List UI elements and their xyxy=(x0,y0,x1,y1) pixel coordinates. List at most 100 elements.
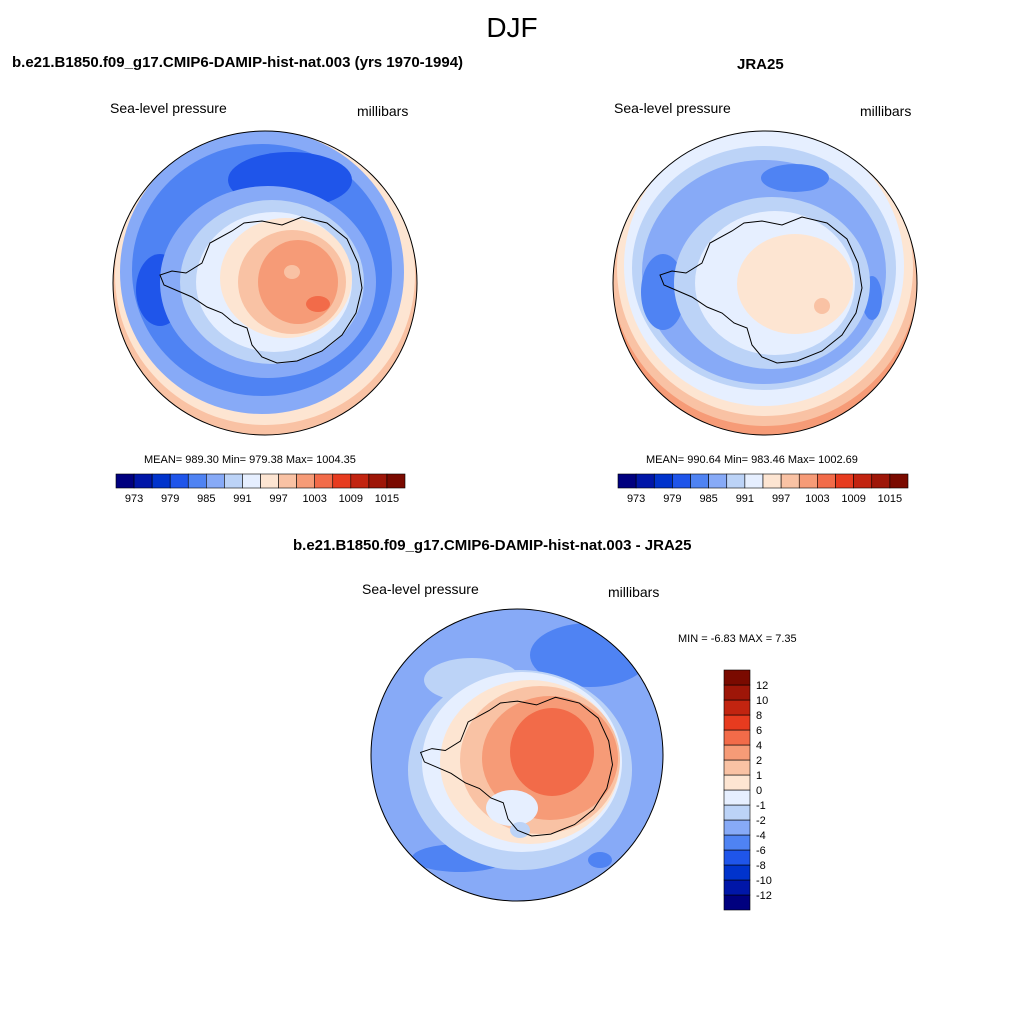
panel-2-colorbar-label: 1003 xyxy=(805,493,829,505)
panel-2-colorbar-box xyxy=(617,473,637,489)
panel-3-colorbar-label: -10 xyxy=(756,875,772,887)
panel-1-stats: MEAN= 989.30 Min= 979.38 Max= 1004.35 xyxy=(144,454,356,466)
figure-title: DJF xyxy=(486,12,538,43)
panel-3-colorbar-label: 4 xyxy=(756,740,762,752)
panel-2-colorbar-box xyxy=(798,473,818,489)
panel-1-colorbar-box xyxy=(350,473,370,489)
panel-3-colorbar-box xyxy=(723,894,751,911)
panel-2-colorbar-label: 1009 xyxy=(841,493,865,505)
panel-2-colorbar-box xyxy=(853,473,873,489)
panel-2-colorbar-label: 979 xyxy=(663,493,681,505)
panel-3-colorbar-label: -2 xyxy=(756,815,766,827)
panel-2-map-border xyxy=(612,130,918,436)
panel-2-units-label: millibars xyxy=(860,103,912,119)
panel-1-colorbar-label: 1009 xyxy=(339,493,363,505)
panel-2-colorbar-box xyxy=(672,473,691,489)
panel-3-colorbar-box xyxy=(723,774,751,791)
panel-3-title: b.e21.B1850.f09_g17.CMIP6-DAMIP-hist-nat… xyxy=(293,537,692,554)
panel-2-colorbar-box xyxy=(889,473,909,489)
panel-2-colorbar: 973 979 985 991 997 1003 1009 1015 xyxy=(617,473,909,505)
panel-1-units-label: millibars xyxy=(357,103,409,119)
panel-1-colorbar-label: 979 xyxy=(161,493,179,505)
panel-2-colorbar-box xyxy=(635,473,655,489)
panel-3-colorbar-label: 12 xyxy=(756,680,768,692)
panel-3-colorbar-label: -1 xyxy=(756,800,766,812)
panel-3-map-border xyxy=(370,608,664,902)
panel-1-colorbar-label: 973 xyxy=(125,493,143,505)
panel-1-colorbar-label: 997 xyxy=(269,493,287,505)
panel-1-colorbar-label: 1015 xyxy=(375,493,399,505)
panel-2-colorbar-box xyxy=(835,473,854,489)
panel-3-colorbar-label: -6 xyxy=(756,845,766,857)
panel-3-colorbar-label: 6 xyxy=(756,725,762,737)
panel-2-title: JRA25 xyxy=(737,56,784,73)
panel-1-colorbar-box xyxy=(386,473,406,489)
panel-3-colorbar-label: 2 xyxy=(756,755,762,767)
panel-1-title: b.e21.B1850.f09_g17.CMIP6-DAMIP-hist-nat… xyxy=(12,54,464,71)
panel-1-colorbar-box xyxy=(115,473,135,489)
panel-3-colorbar-box xyxy=(723,849,751,866)
panel-1-colorbar-box xyxy=(187,473,207,489)
panel-2-colorbar-box xyxy=(744,473,764,489)
panel-2-polar-map xyxy=(613,131,917,435)
panel-3-polar-map xyxy=(371,609,663,901)
panel-3-colorbar-label: -8 xyxy=(756,860,766,872)
panel-3-variable-label: Sea-level pressure xyxy=(362,581,479,597)
panel-3-colorbar-label: 10 xyxy=(756,695,768,707)
panel-3-colorbar-box xyxy=(723,744,751,761)
panel-3-colorbar-box xyxy=(723,759,751,776)
panel-2-colorbar-label: 997 xyxy=(772,493,790,505)
panel-1-variable-label: Sea-level pressure xyxy=(110,100,227,116)
panel-3-colorbar-label: -4 xyxy=(756,830,766,842)
panel-3-colorbar-box xyxy=(723,699,751,716)
panel-1-colorbar-label: 985 xyxy=(197,493,215,505)
panel-3-colorbar-box xyxy=(723,669,751,686)
panel-2-colorbar-box xyxy=(780,473,800,489)
panel-3-colorbar-box xyxy=(723,834,751,851)
panel-1-polar-map xyxy=(113,131,417,435)
panel-3-colorbar-box xyxy=(723,819,751,836)
panel-3-units-label: millibars xyxy=(608,584,660,600)
panel-3-stats: MIN = -6.83 MAX = 7.35 xyxy=(678,633,797,645)
panel-2-colorbar-box xyxy=(726,473,746,489)
panel-2-colorbar-box xyxy=(817,473,836,489)
panel-3-colorbar-label: 8 xyxy=(756,710,762,722)
panel-3-colorbar-label: 1 xyxy=(756,770,762,782)
panel-2-colorbar-box xyxy=(690,473,709,489)
panel-3-colorbar-box xyxy=(723,879,751,896)
panel-2-colorbar-label: 991 xyxy=(736,493,754,505)
panel-1-colorbar: 973 979 985 991 997 1003 1009 1015 xyxy=(115,473,406,505)
panel-2-colorbar-box xyxy=(708,473,728,489)
panel-3-colorbar-label: 0 xyxy=(756,785,762,797)
panel-1-colorbar-box xyxy=(368,473,388,489)
panel-3-colorbar-box xyxy=(723,714,751,731)
panel-2-variable-label: Sea-level pressure xyxy=(614,100,731,116)
panel-3-colorbar-box xyxy=(723,729,751,746)
panel-3-colorbar-box xyxy=(723,789,751,806)
panel-1-map-border xyxy=(112,130,418,436)
panel-1-colorbar-box xyxy=(260,473,279,489)
panel-2-colorbar-label: 1015 xyxy=(878,493,902,505)
panel-2-colorbar-label: 973 xyxy=(627,493,645,505)
panel-3-colorbar-box xyxy=(723,864,751,881)
panel-1-colorbar-box xyxy=(242,473,261,489)
panel-2-stats: MEAN= 990.64 Min= 983.46 Max= 1002.69 xyxy=(646,454,858,466)
panel-1-colorbar-box xyxy=(314,473,334,489)
panel-1-colorbar-box xyxy=(296,473,315,489)
panel-1-colorbar-box xyxy=(224,473,243,489)
panel-3-colorbar-box xyxy=(723,804,751,821)
panel-1-colorbar-label: 1003 xyxy=(302,493,326,505)
panel-1-colorbar-box xyxy=(151,473,171,489)
panel-1-colorbar-box xyxy=(206,473,225,489)
panel-1-colorbar-box xyxy=(169,473,189,489)
panel-2-colorbar-box xyxy=(653,473,673,489)
panel-1-colorbar-box xyxy=(332,473,352,489)
panel-1-colorbar-label: 991 xyxy=(233,493,251,505)
panel-3-colorbar-box xyxy=(723,684,751,701)
panel-2-colorbar-box xyxy=(871,473,891,489)
panel-2-colorbar-box xyxy=(762,473,782,489)
panel-1-colorbar-box xyxy=(133,473,153,489)
panel-3-colorbar-label: -12 xyxy=(756,890,772,902)
